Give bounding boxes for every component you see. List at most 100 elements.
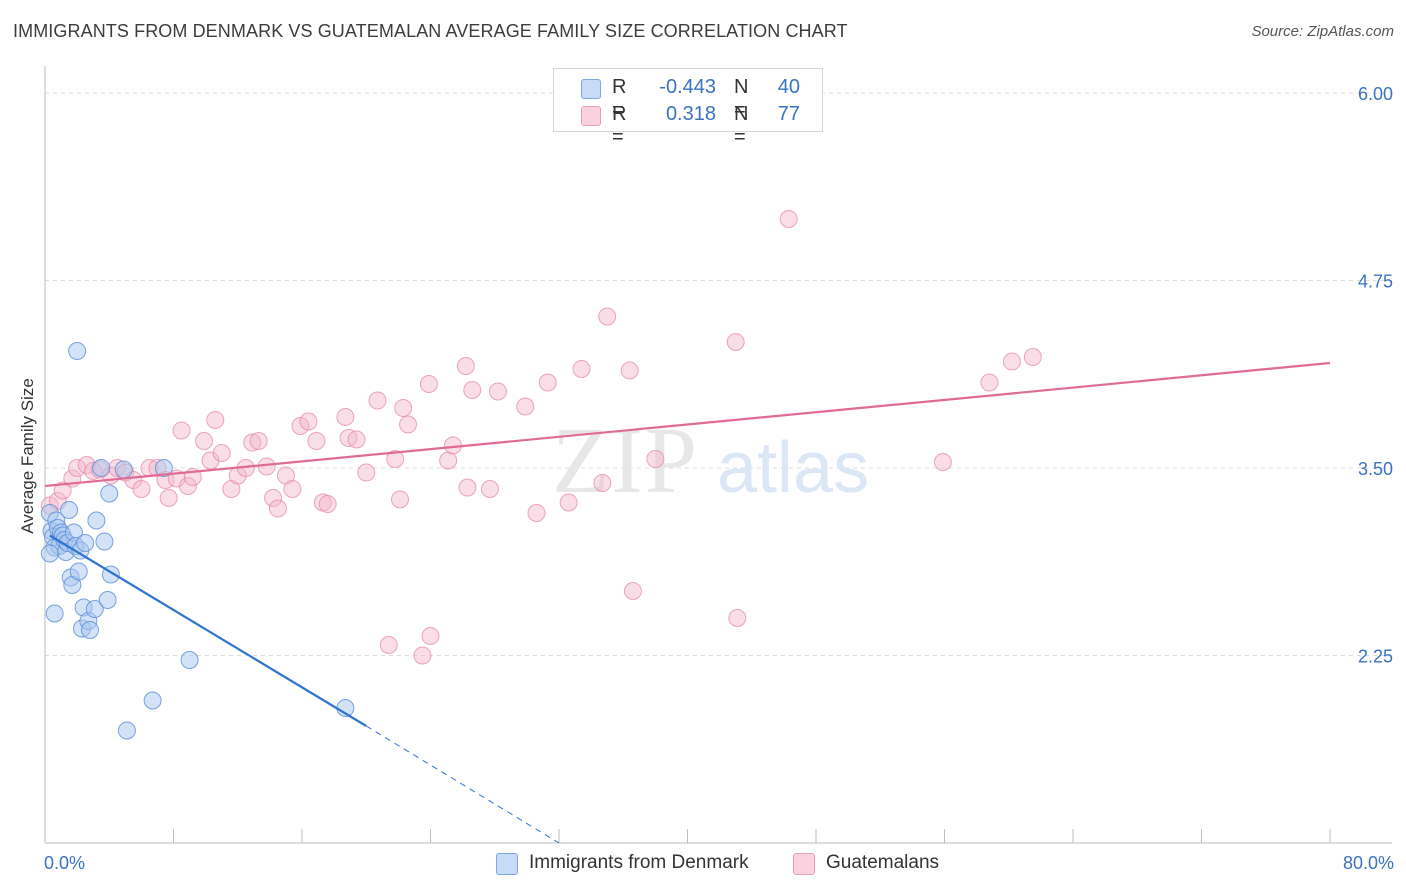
- data-point-guatemalans: [413, 646, 432, 665]
- data-point-guatemalans: [201, 451, 220, 470]
- trend-line-denmark: [49, 534, 367, 727]
- data-point-guatemalans: [463, 381, 482, 399]
- data-point-guatemalans: [598, 307, 617, 326]
- data-point-denmark: [60, 501, 79, 519]
- data-point-guatemalans: [283, 480, 302, 498]
- data-point-denmark: [95, 532, 114, 551]
- data-point-denmark: [143, 691, 162, 710]
- trend-lines: [44, 361, 1331, 844]
- data-point-guatemalans: [206, 411, 225, 429]
- y-tick-labels: 2.25 3.50 4.75 6.00: [1358, 84, 1393, 667]
- data-point-guatemalans: [516, 397, 535, 416]
- legend-label-guatemalans: Guatemalans: [826, 852, 940, 873]
- data-point-guatemalans: [458, 478, 477, 497]
- y-axis-label: Average Family Size: [18, 378, 37, 534]
- data-point-guatemalans: [1023, 348, 1042, 366]
- data-point-denmark: [80, 621, 99, 639]
- data-point-guatemalans: [368, 391, 387, 410]
- data-point-denmark: [100, 484, 119, 503]
- data-point-guatemalans: [172, 421, 191, 440]
- data-point-guatemalans: [299, 412, 318, 431]
- data-point-guatemalans: [386, 450, 405, 468]
- data-point-guatemalans: [488, 382, 507, 401]
- data-point-guatemalans: [538, 373, 557, 392]
- data-point-guatemalans: [318, 495, 337, 513]
- data-point-guatemalans: [195, 432, 214, 450]
- trend-line-denmark-extrapolated: [365, 725, 560, 844]
- data-point-denmark: [154, 459, 173, 477]
- n-label: N =: [734, 103, 749, 148]
- data-point-guatemalans: [249, 432, 268, 450]
- gridlines: [45, 92, 1392, 656]
- data-point-denmark: [180, 651, 199, 669]
- chart-title: IMMIGRANTS FROM DENMARK VS GUATEMALAN AV…: [13, 21, 848, 41]
- data-point-guatemalans: [307, 432, 326, 450]
- data-point-guatemalans: [379, 636, 398, 654]
- data-point-guatemalans: [399, 415, 418, 434]
- data-point-denmark: [117, 721, 136, 740]
- data-point-guatemalans: [572, 360, 591, 378]
- y-tick-label: 3.50: [1358, 459, 1393, 479]
- y-tick-label: 6.00: [1358, 84, 1393, 104]
- data-point-guatemalans: [1002, 352, 1021, 371]
- data-point-guatemalans: [980, 373, 999, 392]
- data-point-guatemalans: [53, 481, 72, 500]
- data-point-guatemalans: [243, 433, 262, 452]
- data-point-denmark: [92, 459, 111, 477]
- data-point-guatemalans: [394, 399, 413, 417]
- y-tick-label: 4.75: [1358, 272, 1393, 292]
- data-point-guatemalans: [390, 490, 409, 509]
- series-denmark: [40, 342, 355, 740]
- data-point-guatemalans: [264, 489, 283, 507]
- data-point-denmark: [69, 562, 88, 581]
- data-point-guatemalans: [646, 450, 665, 468]
- r-value: 0.318: [665, 103, 716, 125]
- data-point-guatemalans: [257, 457, 276, 476]
- data-point-denmark: [76, 534, 95, 552]
- guatemalans-legend-swatch: [793, 853, 815, 875]
- series-guatemalans: [40, 210, 1042, 665]
- data-point-denmark: [114, 460, 133, 479]
- data-point-guatemalans: [933, 453, 952, 471]
- x-tick-labels: 0.0% 80.0%: [44, 853, 1394, 873]
- x-tick-label: 80.0%: [1343, 853, 1394, 873]
- data-point-guatemalans: [212, 444, 231, 462]
- data-point-guatemalans: [620, 361, 639, 380]
- legend-label-denmark: Immigrants from Denmark: [529, 852, 749, 873]
- data-point-guatemalans: [421, 627, 440, 645]
- data-point-guatemalans: [439, 451, 458, 470]
- data-point-guatemalans: [779, 210, 798, 228]
- data-point-guatemalans: [178, 477, 197, 495]
- data-point-guatemalans: [357, 463, 376, 482]
- data-point-guatemalans: [159, 489, 178, 507]
- r-label: R =: [612, 103, 627, 148]
- guatemalans-swatch: [581, 106, 601, 126]
- data-point-guatemalans: [347, 430, 366, 449]
- watermark: ZIP atlas: [552, 409, 869, 513]
- data-point-denmark: [45, 604, 64, 623]
- r-value: -0.443: [659, 76, 716, 98]
- stats-legend: R = -0.443 N = 40 R = 0.318 N = 77: [553, 68, 823, 148]
- data-point-guatemalans: [728, 609, 747, 627]
- data-point-guatemalans: [527, 504, 546, 522]
- data-point-denmark: [85, 600, 104, 618]
- watermark-atlas: atlas: [717, 428, 869, 508]
- n-value: 40: [777, 76, 800, 98]
- data-point-guatemalans: [456, 357, 475, 375]
- n-label: N =: [734, 76, 749, 121]
- data-point-guatemalans: [132, 480, 151, 498]
- n-value: 77: [777, 103, 800, 125]
- trend-line-guatemalans: [44, 361, 1331, 488]
- data-point-guatemalans: [726, 333, 745, 351]
- denmark-legend-swatch: [496, 853, 518, 875]
- r-label: R =: [612, 76, 627, 121]
- data-point-guatemalans: [559, 493, 578, 512]
- data-point-denmark: [87, 511, 106, 530]
- y-tick-label: 2.25: [1358, 647, 1393, 667]
- axes: [44, 66, 1392, 844]
- source-label: Source: ZipAtlas.com: [1251, 23, 1394, 40]
- data-point-guatemalans: [623, 582, 642, 600]
- data-point-guatemalans: [268, 499, 287, 518]
- x-tick-label: 0.0%: [44, 853, 85, 873]
